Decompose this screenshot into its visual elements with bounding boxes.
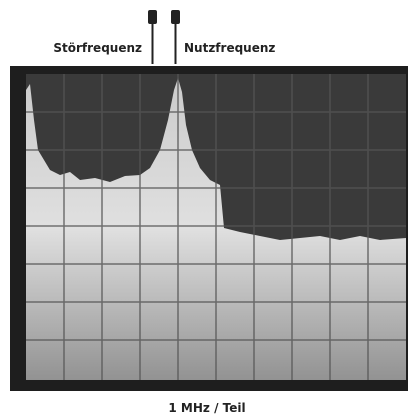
marker-head — [148, 10, 157, 24]
marker-head — [171, 10, 180, 24]
caption: 1 MHz / Teil — [168, 401, 245, 415]
interference-label: Störfrequenz — [53, 41, 142, 55]
signal-label: Nutzfrequenz — [184, 41, 275, 55]
graticule — [26, 74, 406, 380]
